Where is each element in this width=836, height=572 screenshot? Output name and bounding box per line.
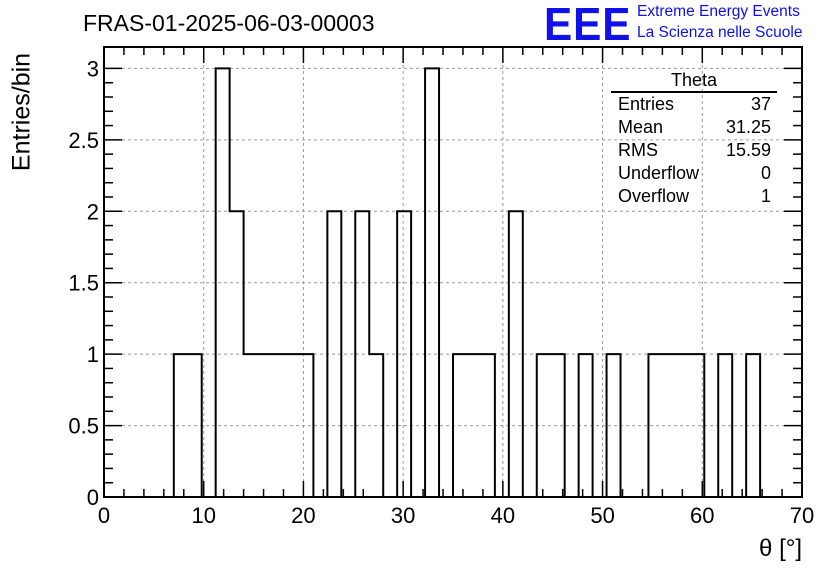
stats-label: Mean (618, 117, 664, 137)
stats-value: 31.25 (725, 117, 771, 137)
x-axis-label: θ [°] (759, 535, 802, 562)
x-tick-label: 50 (590, 503, 614, 528)
stats-box: Theta Entries 37 Mean 31.25 RMS 15.59 Un… (611, 70, 777, 208)
stats-row-rms: RMS 15.59 (611, 139, 777, 162)
stats-label: Entries (618, 94, 675, 114)
y-tick-labels: 0 0.5 1 1.5 2 2.5 3 (68, 56, 99, 510)
x-tick-label: 70 (790, 503, 814, 528)
x-tick-label: 60 (690, 503, 714, 528)
logo-line-2: La Scienza nelle Scuole (637, 24, 803, 41)
stats-row-entries: Entries 37 (611, 93, 777, 116)
run-title: FRAS-01-2025-06-03-00003 (83, 10, 375, 36)
stats-box-title: Theta (611, 70, 777, 93)
histogram-series-line (104, 67, 802, 498)
stats-value: 37 (750, 94, 771, 114)
y-tick-label: 1.5 (68, 271, 99, 296)
y-tick-label: 0.5 (68, 414, 99, 439)
eee-logo: EEE (544, 0, 632, 50)
y-tick-label: 2.5 (68, 128, 99, 153)
stats-row-mean: Mean 31.25 (611, 116, 777, 139)
axis-ticks (103, 47, 803, 498)
stats-row-overflow: Overflow 1 (611, 185, 777, 208)
y-tick-label: 1 (87, 342, 99, 367)
x-tick-label: 30 (391, 503, 415, 528)
stats-value: 1 (760, 186, 771, 206)
x-tick-label: 20 (291, 503, 315, 528)
y-tick-label: 0 (87, 485, 99, 510)
stats-label: RMS (618, 140, 658, 160)
x-tick-label: 0 (98, 503, 110, 528)
y-axis-label: Entries/bin (7, 52, 36, 172)
stats-label: Overflow (618, 186, 690, 206)
y-tick-label: 2 (87, 199, 99, 224)
x-tick-label: 10 (191, 503, 215, 528)
stats-row-underflow: Underflow 0 (611, 162, 777, 185)
y-tick-label: 3 (87, 56, 99, 81)
stats-value: 15.59 (725, 140, 771, 160)
logo-line-1: Extreme Energy Events (637, 3, 800, 20)
x-tick-label: 40 (491, 503, 515, 528)
stats-label: Underflow (618, 163, 700, 183)
stats-value: 0 (760, 163, 771, 183)
x-tick-labels: 0 10 20 30 40 50 60 70 (98, 503, 814, 528)
plot-frame (103, 46, 803, 498)
